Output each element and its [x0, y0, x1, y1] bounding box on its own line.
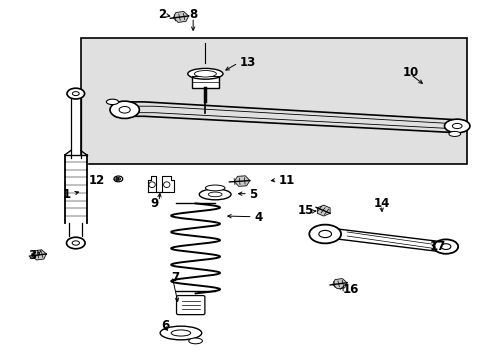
Ellipse shape	[72, 241, 79, 245]
Text: 6: 6	[161, 319, 169, 332]
Ellipse shape	[318, 230, 331, 238]
Text: 8: 8	[189, 8, 197, 21]
Ellipse shape	[433, 239, 457, 254]
Text: 3: 3	[28, 249, 36, 262]
Ellipse shape	[194, 71, 216, 77]
FancyBboxPatch shape	[176, 296, 204, 315]
Ellipse shape	[205, 185, 224, 191]
Text: 9: 9	[150, 197, 158, 210]
Ellipse shape	[451, 123, 461, 129]
Bar	[81, 38, 466, 164]
Text: 7: 7	[171, 271, 179, 284]
Text: 5: 5	[249, 188, 257, 201]
Polygon shape	[234, 176, 249, 186]
Ellipse shape	[116, 177, 120, 180]
Ellipse shape	[119, 107, 130, 113]
Ellipse shape	[66, 237, 85, 249]
Text: 11: 11	[278, 174, 294, 186]
Ellipse shape	[199, 189, 230, 200]
Text: 14: 14	[372, 197, 389, 210]
Polygon shape	[147, 176, 173, 192]
Text: 13: 13	[239, 57, 255, 69]
Text: 1: 1	[62, 188, 71, 201]
Text: 2: 2	[158, 8, 166, 21]
Polygon shape	[332, 279, 346, 289]
Polygon shape	[32, 250, 46, 260]
Polygon shape	[317, 205, 329, 216]
Ellipse shape	[440, 244, 450, 249]
Text: 4: 4	[254, 211, 262, 224]
Text: 16: 16	[342, 283, 358, 296]
Ellipse shape	[110, 101, 139, 118]
Ellipse shape	[188, 338, 202, 344]
Ellipse shape	[208, 192, 222, 197]
Ellipse shape	[67, 88, 84, 99]
Ellipse shape	[114, 176, 122, 182]
Bar	[191, 73, 219, 88]
Ellipse shape	[106, 99, 118, 104]
Ellipse shape	[444, 119, 469, 133]
Text: 12: 12	[89, 174, 105, 186]
Text: 15: 15	[297, 204, 313, 217]
Ellipse shape	[160, 326, 201, 340]
Polygon shape	[173, 12, 188, 22]
Ellipse shape	[187, 68, 223, 79]
Text: 10: 10	[402, 66, 418, 78]
Ellipse shape	[171, 330, 190, 336]
Ellipse shape	[72, 91, 79, 96]
Ellipse shape	[148, 182, 155, 188]
Ellipse shape	[448, 131, 460, 136]
Ellipse shape	[163, 182, 170, 188]
Text: 17: 17	[428, 240, 445, 253]
Ellipse shape	[309, 225, 341, 243]
